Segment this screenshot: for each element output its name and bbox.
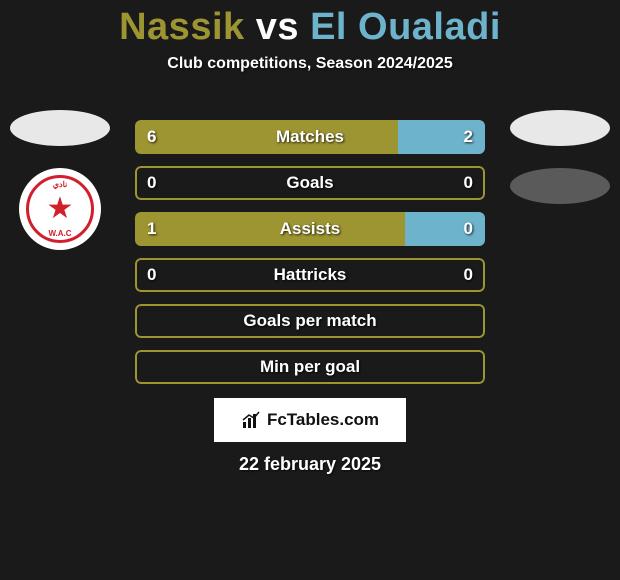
stat-label: Goals per match: [135, 311, 485, 331]
stat-value-left: 6: [147, 127, 156, 147]
club-badge-left: نادي ★ W.A.C: [19, 168, 101, 250]
stat-value-left: 0: [147, 265, 156, 285]
stat-row: Min per goal: [135, 350, 485, 384]
subtitle: Club competitions, Season 2024/2025: [0, 55, 620, 73]
site-name: FcTables.com: [267, 410, 379, 430]
stat-value-right: 0: [464, 265, 473, 285]
footer-date: 22 february 2025: [0, 454, 620, 475]
stat-value-right: 2: [464, 127, 473, 147]
site-badge[interactable]: FcTables.com: [214, 398, 406, 442]
stat-value-left: 0: [147, 173, 156, 193]
stat-label: Assists: [135, 219, 485, 239]
left-oval-badge: [10, 110, 110, 146]
stat-value-left: 1: [147, 219, 156, 239]
club-badge-ring: نادي ★ W.A.C: [26, 175, 94, 243]
stat-label: Matches: [135, 127, 485, 147]
stat-value-right: 0: [464, 219, 473, 239]
comparison-card: Nassik vs El Oualadi Club competitions, …: [0, 0, 620, 580]
stat-label: Goals: [135, 173, 485, 193]
right-oval-badge-2: [510, 168, 610, 204]
title-vs: vs: [256, 6, 299, 48]
stat-row: Matches6 2: [135, 120, 485, 154]
right-badge-column: [510, 110, 610, 204]
chart-icon: [241, 410, 261, 430]
right-oval-badge-1: [510, 110, 610, 146]
club-text-bottom: W.A.C: [48, 229, 71, 238]
title-player1: Nassik: [119, 6, 245, 48]
page-title: Nassik vs El Oualadi: [0, 0, 620, 49]
title-player2: El Oualadi: [310, 6, 501, 48]
stats-bars: Matches62Goals00Assists10Hattricks00Goal…: [135, 120, 485, 396]
stat-value-right: 0: [464, 173, 473, 193]
stat-label: Hattricks: [135, 265, 485, 285]
club-text-top: نادي: [53, 180, 68, 189]
stat-row: Goals per match: [135, 304, 485, 338]
stat-row: Assists1 0: [135, 212, 485, 246]
stat-row: Hattricks0 0: [135, 258, 485, 292]
stat-label: Min per goal: [135, 357, 485, 377]
left-badge-column: نادي ★ W.A.C: [10, 110, 110, 250]
stat-row: Goals0 0: [135, 166, 485, 200]
star-icon: ★: [47, 194, 74, 224]
